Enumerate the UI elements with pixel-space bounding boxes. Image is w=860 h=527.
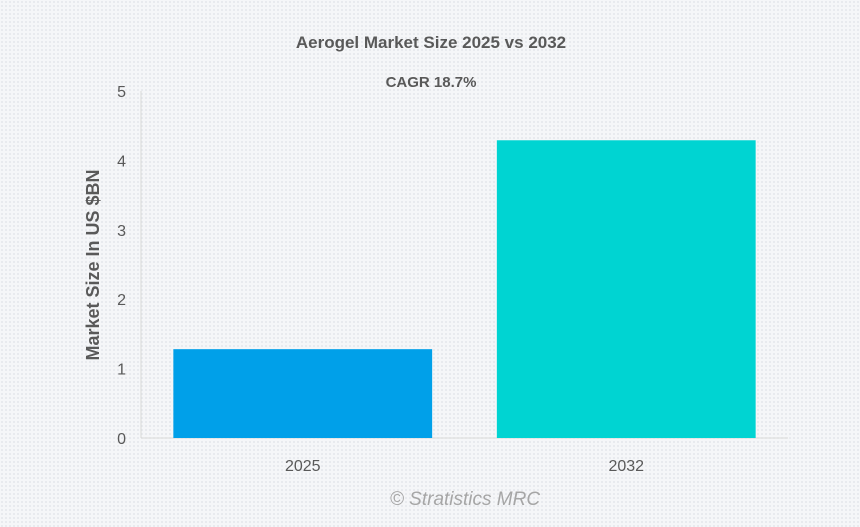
y-tick-label: 1 (117, 362, 126, 379)
bar-2032 (496, 140, 756, 439)
chart-subtitle: CAGR 18.7% (386, 74, 477, 91)
y-tick-label: 3 (117, 223, 126, 240)
y-tick-label: 4 (117, 153, 126, 170)
y-tick-label: 2 (117, 292, 126, 309)
y-tick-label: 5 (117, 84, 126, 101)
y-tick-label: 0 (117, 431, 126, 448)
x-tick-label: 2025 (285, 458, 321, 475)
bar-2025 (173, 349, 433, 438)
y-axis-label: Market Size In US $BN (83, 169, 103, 360)
x-tick-label: 2032 (608, 458, 644, 475)
chart-title: Aerogel Market Size 2025 vs 2032 (296, 33, 566, 52)
watermark: © Stratistics MRC (390, 489, 540, 510)
